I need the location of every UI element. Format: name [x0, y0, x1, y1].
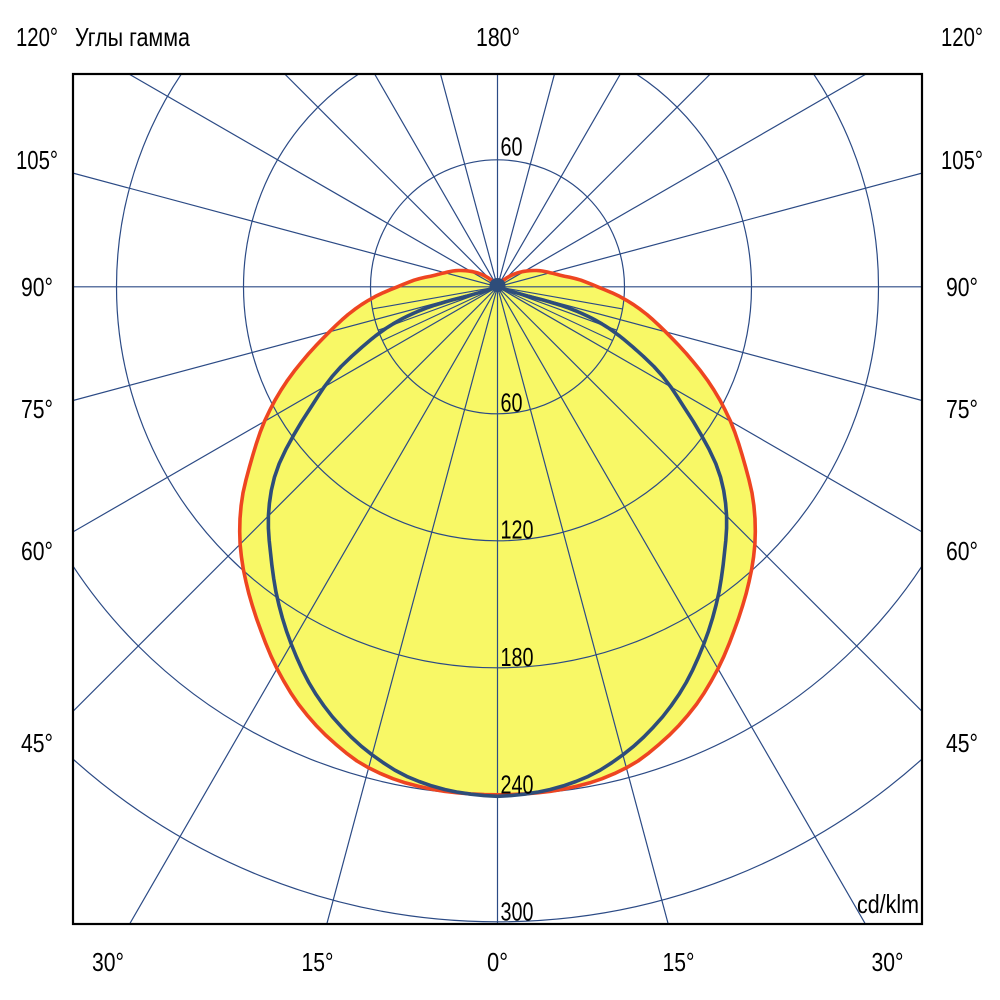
svg-text:180: 180 — [501, 642, 534, 672]
svg-text:240: 240 — [501, 770, 534, 800]
svg-text:60°: 60° — [21, 536, 53, 566]
svg-text:Углы гамма: Углы гамма — [75, 22, 190, 52]
svg-text:0°: 0° — [487, 947, 508, 977]
svg-text:75°: 75° — [21, 394, 53, 424]
svg-text:45°: 45° — [21, 728, 53, 758]
svg-text:120°: 120° — [941, 22, 983, 52]
svg-text:cd/klm: cd/klm — [857, 889, 919, 919]
svg-text:300: 300 — [501, 897, 534, 927]
svg-text:120: 120 — [501, 515, 534, 545]
svg-text:90°: 90° — [21, 272, 53, 302]
svg-text:180°: 180° — [476, 22, 520, 52]
svg-text:60: 60 — [501, 132, 523, 162]
svg-text:90°: 90° — [946, 272, 978, 302]
svg-text:30°: 30° — [92, 947, 124, 977]
svg-text:60: 60 — [501, 388, 523, 418]
svg-text:30°: 30° — [872, 947, 904, 977]
svg-text:45°: 45° — [946, 728, 978, 758]
svg-text:120°: 120° — [16, 22, 58, 52]
svg-text:105°: 105° — [941, 145, 983, 175]
svg-text:15°: 15° — [663, 947, 695, 977]
svg-text:60°: 60° — [946, 536, 978, 566]
svg-text:105°: 105° — [16, 145, 58, 175]
svg-text:75°: 75° — [946, 394, 978, 424]
svg-text:15°: 15° — [302, 947, 334, 977]
